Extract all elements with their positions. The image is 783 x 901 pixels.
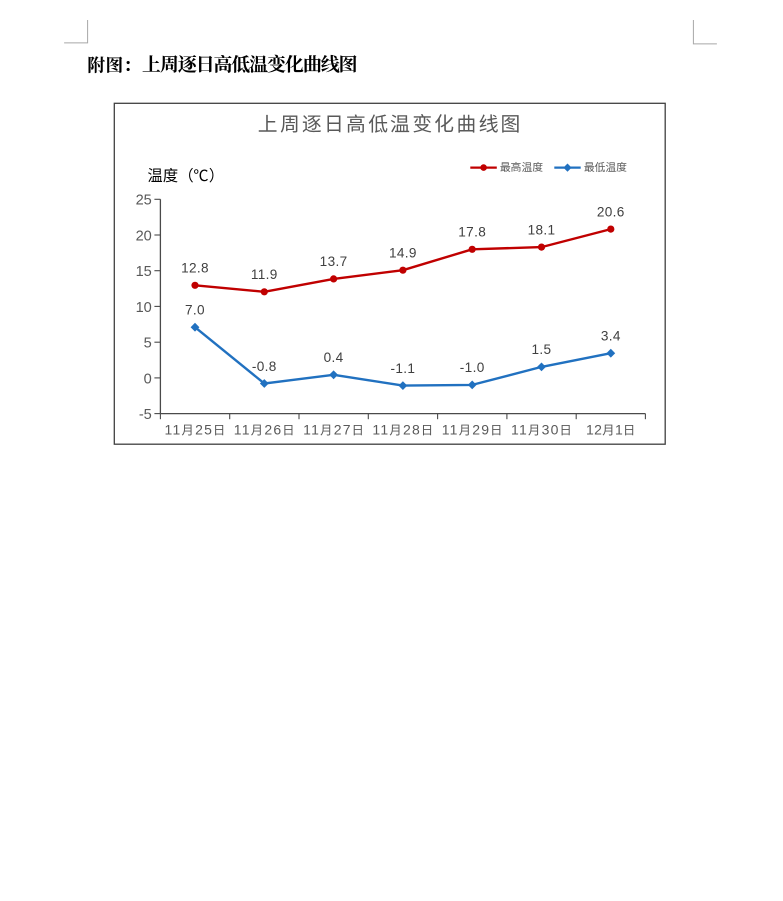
svg-text:1.5: 1.5 <box>532 342 552 357</box>
svg-text:11月28日: 11月28日 <box>372 421 433 439</box>
svg-text:最低温度: 最低温度 <box>584 159 628 175</box>
svg-text:0.4: 0.4 <box>324 350 344 365</box>
svg-text:18.1: 18.1 <box>528 222 556 237</box>
svg-text:11月27日: 11月27日 <box>303 421 364 439</box>
svg-text:温度（℃）: 温度（℃） <box>147 164 224 186</box>
svg-text:13.7: 13.7 <box>320 254 348 269</box>
svg-text:-1.0: -1.0 <box>460 360 485 375</box>
svg-text:11月29日: 11月29日 <box>442 421 503 439</box>
svg-text:-5: -5 <box>139 407 152 423</box>
svg-text:20: 20 <box>136 228 152 244</box>
svg-text:17.8: 17.8 <box>458 225 486 240</box>
svg-text:11月25日: 11月25日 <box>165 421 226 439</box>
svg-text:11月26日: 11月26日 <box>234 421 295 439</box>
svg-text:14.9: 14.9 <box>389 246 417 261</box>
svg-text:3.4: 3.4 <box>601 329 621 344</box>
svg-text:10: 10 <box>136 300 152 316</box>
svg-text:12.8: 12.8 <box>181 261 209 276</box>
svg-text:0: 0 <box>144 371 152 387</box>
svg-text:-1.1: -1.1 <box>390 361 415 376</box>
svg-text:最高温度: 最高温度 <box>500 159 544 175</box>
svg-text:11.9: 11.9 <box>251 267 278 282</box>
svg-text:15: 15 <box>136 264 152 280</box>
svg-text:12月1日: 12月1日 <box>586 421 636 439</box>
svg-text:-0.8: -0.8 <box>252 359 277 374</box>
svg-text:7.0: 7.0 <box>185 303 205 318</box>
svg-text:20.6: 20.6 <box>597 204 625 219</box>
svg-text:5: 5 <box>144 336 152 352</box>
svg-text:11月30日: 11月30日 <box>511 421 572 439</box>
svg-text:25: 25 <box>136 193 152 209</box>
svg-text:上周逐日高低温变化曲线图: 上周逐日高低温变化曲线图 <box>142 50 358 77</box>
svg-text:附图：: 附图： <box>87 51 141 77</box>
